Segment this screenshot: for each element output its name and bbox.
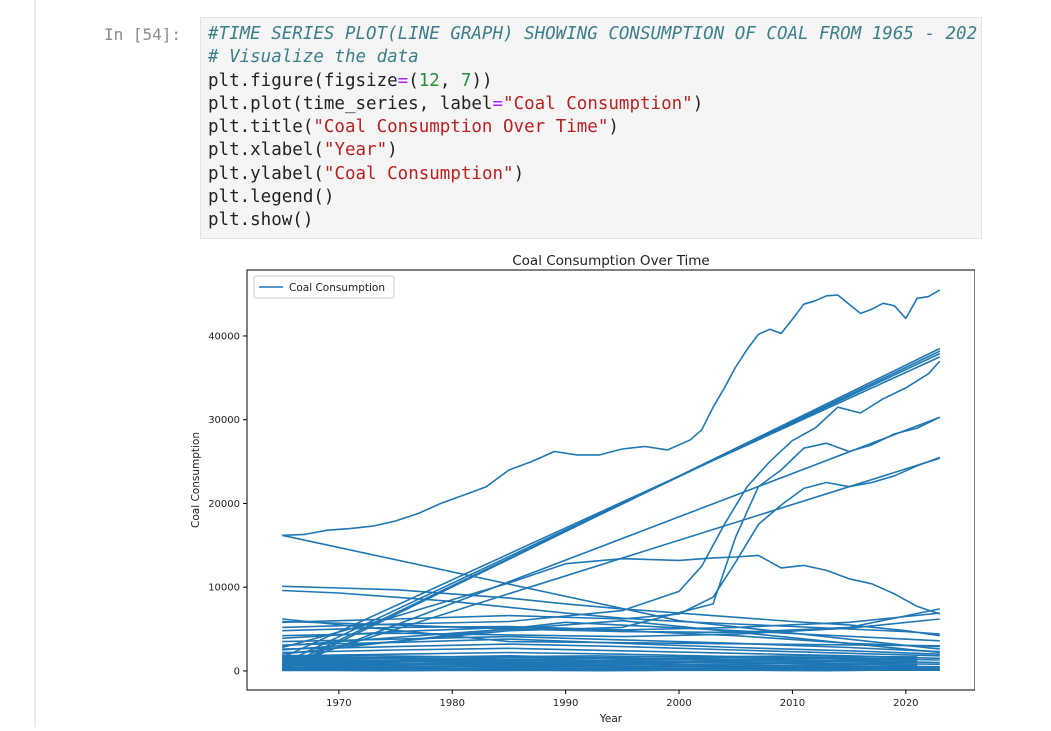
series-band-line-11 (282, 660, 917, 661)
line-chart: Coal Consumption Over Time 1970 1980 1990 2… (175, 244, 975, 727)
code-line-plot: plt.plot(time_series, label="Coal Consum… (208, 94, 703, 114)
cell-left-border (34, 0, 36, 727)
series-line-5 (282, 361, 940, 627)
code-line-title: plt.title("Coal Consumption Over Time") (208, 117, 619, 137)
code-line-ylabel: plt.ylabel("Coal Consumption") (208, 164, 524, 184)
x-tick-label-1970: 1970 (326, 698, 351, 709)
x-tick-label-2000: 2000 (666, 698, 691, 709)
series-band-line-3 (282, 667, 917, 668)
code-comment-title: #TIME SERIES PLOT(LINE GRAPH) SHOWING CO… (208, 24, 977, 44)
chart-title: Coal Consumption Over Time (512, 253, 710, 269)
cell-prompt: In [54]: (104, 25, 181, 44)
y-axis-label: Coal Consumption (190, 432, 202, 528)
series-line-8 (282, 457, 940, 622)
x-tick-label-1990: 1990 (553, 698, 578, 709)
x-axis-label: Year (599, 713, 623, 725)
series-band-line-15 (282, 656, 917, 657)
legend: Coal Consumption (254, 276, 394, 298)
code-cell-input[interactable]: #TIME SERIES PLOT(LINE GRAPH) SHOWING CO… (200, 17, 982, 239)
cell-output: Coal Consumption Over Time 1970 1980 1990 2… (175, 244, 975, 727)
code-line-figure: plt.figure(figsize=(12, 7)) (208, 71, 493, 91)
series-band-line-14 (282, 657, 917, 658)
code-line-xlabel: plt.xlabel("Year") (208, 140, 398, 160)
x-tick-label-2010: 2010 (780, 698, 805, 709)
series-band-line-6 (282, 664, 917, 665)
code-comment-visualize: # Visualize the data (208, 47, 419, 67)
code-line-legend: plt.legend() (208, 187, 334, 207)
x-tick-label-1980: 1980 (440, 698, 465, 709)
code-line-show: plt.show() (208, 210, 313, 230)
y-tick-label-30000: 30000 (208, 415, 240, 426)
y-tick-label-0: 0 (234, 666, 240, 677)
code-editor[interactable]: #TIME SERIES PLOT(LINE GRAPH) SHOWING CO… (201, 18, 981, 233)
x-tick-label-2020: 2020 (893, 698, 918, 709)
series-layer (282, 290, 940, 671)
y-tick-label-40000: 40000 (208, 331, 240, 342)
y-tick-label-10000: 10000 (208, 583, 240, 594)
y-tick-label-20000: 20000 (208, 499, 240, 510)
series-line-0 (282, 290, 940, 535)
legend-label: Coal Consumption (289, 282, 385, 294)
